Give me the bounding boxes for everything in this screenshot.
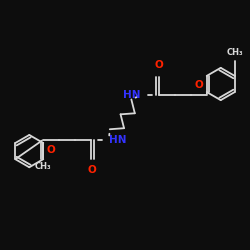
Text: O: O xyxy=(47,146,56,156)
Text: O: O xyxy=(194,80,203,90)
Text: CH₃: CH₃ xyxy=(226,48,243,56)
Text: O: O xyxy=(87,165,96,175)
Text: CH₃: CH₃ xyxy=(35,162,51,172)
Text: HN: HN xyxy=(123,90,141,100)
Text: O: O xyxy=(154,60,163,70)
Text: HN: HN xyxy=(109,135,127,145)
